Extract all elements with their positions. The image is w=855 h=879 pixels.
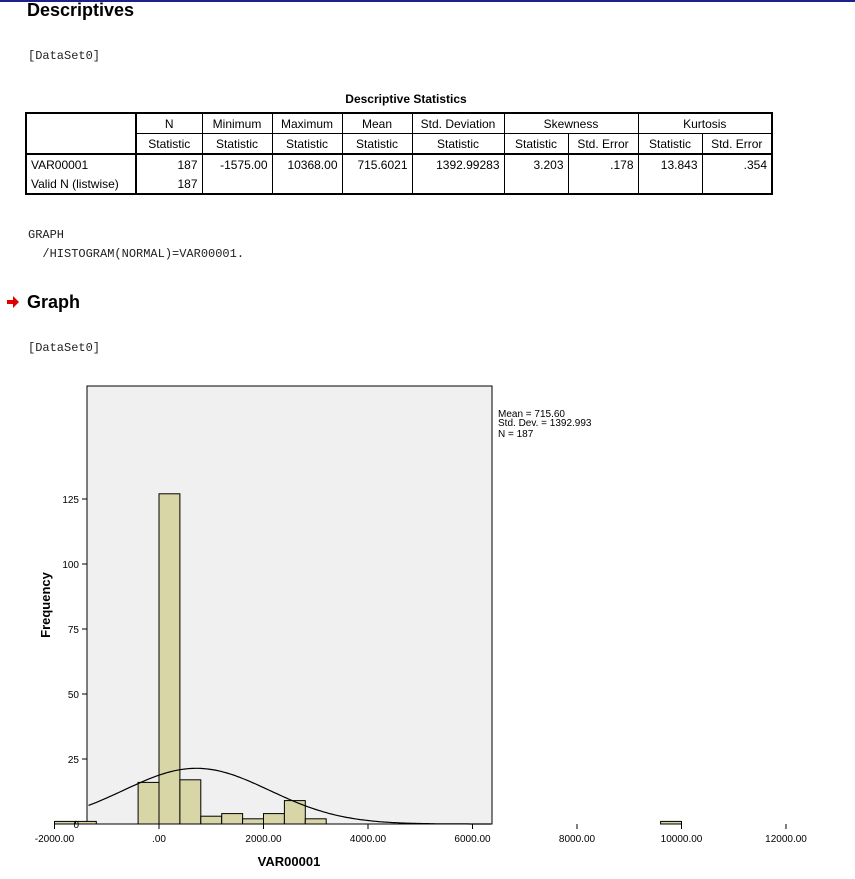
y-tick-label: 125	[62, 495, 79, 506]
cell-n: 187	[135, 153, 203, 174]
subheader-statistic: Statistic	[637, 133, 703, 155]
graph-title: Graph	[27, 292, 81, 312]
x-tick-label: 10000.00	[661, 834, 703, 845]
y-tick-label: 25	[68, 755, 80, 766]
cell-std-deviation: 1392.99283	[411, 153, 505, 174]
histogram-bar	[137, 781, 160, 825]
histogram-bar	[158, 493, 181, 825]
header-kurtosis: Kurtosis	[637, 112, 773, 134]
y-tick-label: 50	[68, 690, 80, 701]
legend-mean: Mean = 715.60	[498, 409, 565, 420]
row-label: VAR00001	[25, 153, 137, 174]
y-tick-label: 75	[68, 625, 80, 636]
histogram-bar	[304, 818, 327, 825]
histogram-bar	[242, 818, 265, 825]
x-tick-label: 6000.00	[454, 834, 491, 845]
y-tick-label: 0	[73, 820, 79, 831]
histogram-bar	[54, 820, 76, 825]
header-minimum: Minimum	[201, 112, 273, 134]
subheader-statistic: Statistic	[135, 133, 203, 155]
graph-dataset-label: [DataSet0]	[28, 341, 101, 355]
y-axis-label: Frequency	[38, 571, 53, 638]
table-row: Valid N (listwise) 187	[25, 174, 773, 195]
table-caption: Descriptive Statistics	[345, 92, 467, 106]
histogram-bar	[263, 813, 285, 825]
cell-maximum: 10368.00	[271, 153, 343, 174]
legend-n: N = 187	[498, 429, 534, 440]
header-maximum: Maximum	[271, 112, 343, 134]
descriptive-statistics-table: N Minimum Maximum Mean Std. Deviation Sk…	[25, 112, 773, 195]
output-arrow-icon[interactable]	[6, 295, 20, 309]
histogram-bar	[283, 800, 306, 825]
row-label: Valid N (listwise)	[25, 174, 137, 195]
plot-area	[86, 385, 493, 825]
x-tick-label: -2000.00	[35, 834, 75, 845]
empty-cell	[701, 174, 773, 195]
header-skewness: Skewness	[503, 112, 639, 134]
x-axis-label: VAR00001	[258, 854, 321, 869]
cell-minimum: -1575.00	[201, 153, 273, 174]
cell-mean: 715.6021	[341, 153, 413, 174]
subheader-statistic: Statistic	[271, 133, 343, 155]
cell-n: 187	[135, 174, 203, 195]
corner-cell	[25, 112, 137, 155]
histogram-bar	[179, 779, 202, 825]
subheader-statistic: Statistic	[341, 133, 413, 155]
descriptives-title: Descriptives	[27, 0, 135, 20]
histogram-bar	[200, 815, 223, 825]
syntax-line-2: /HISTOGRAM(NORMAL)=VAR00001.	[28, 247, 245, 261]
subheader-statistic: Statistic	[503, 133, 569, 155]
cell-kurtosis-se: .354	[701, 153, 773, 174]
dataset-label: [DataSet0]	[28, 49, 101, 63]
cell-skewness-se: .178	[567, 153, 639, 174]
y-tick-label: 100	[62, 560, 79, 571]
x-tick-label: 4000.00	[350, 834, 387, 845]
x-tick-label: .00	[152, 834, 166, 845]
x-tick-label: 12000.00	[765, 834, 807, 845]
table-row: VAR00001 187 -1575.00 10368.00 715.6021 …	[25, 153, 773, 174]
histogram-bar	[221, 813, 244, 825]
legend-std-dev: Std. Dev. = 1392.993	[498, 418, 592, 429]
x-tick-label: 8000.00	[559, 834, 596, 845]
cell-skewness: 3.203	[503, 153, 569, 174]
histogram-bar	[660, 820, 682, 825]
x-tick-label: 2000.00	[245, 834, 282, 845]
syntax-line-1: GRAPH	[28, 228, 65, 242]
subheader-std-error: Std. Error	[701, 133, 773, 155]
top-divider	[0, 0, 855, 2]
normal-curve	[88, 767, 491, 825]
